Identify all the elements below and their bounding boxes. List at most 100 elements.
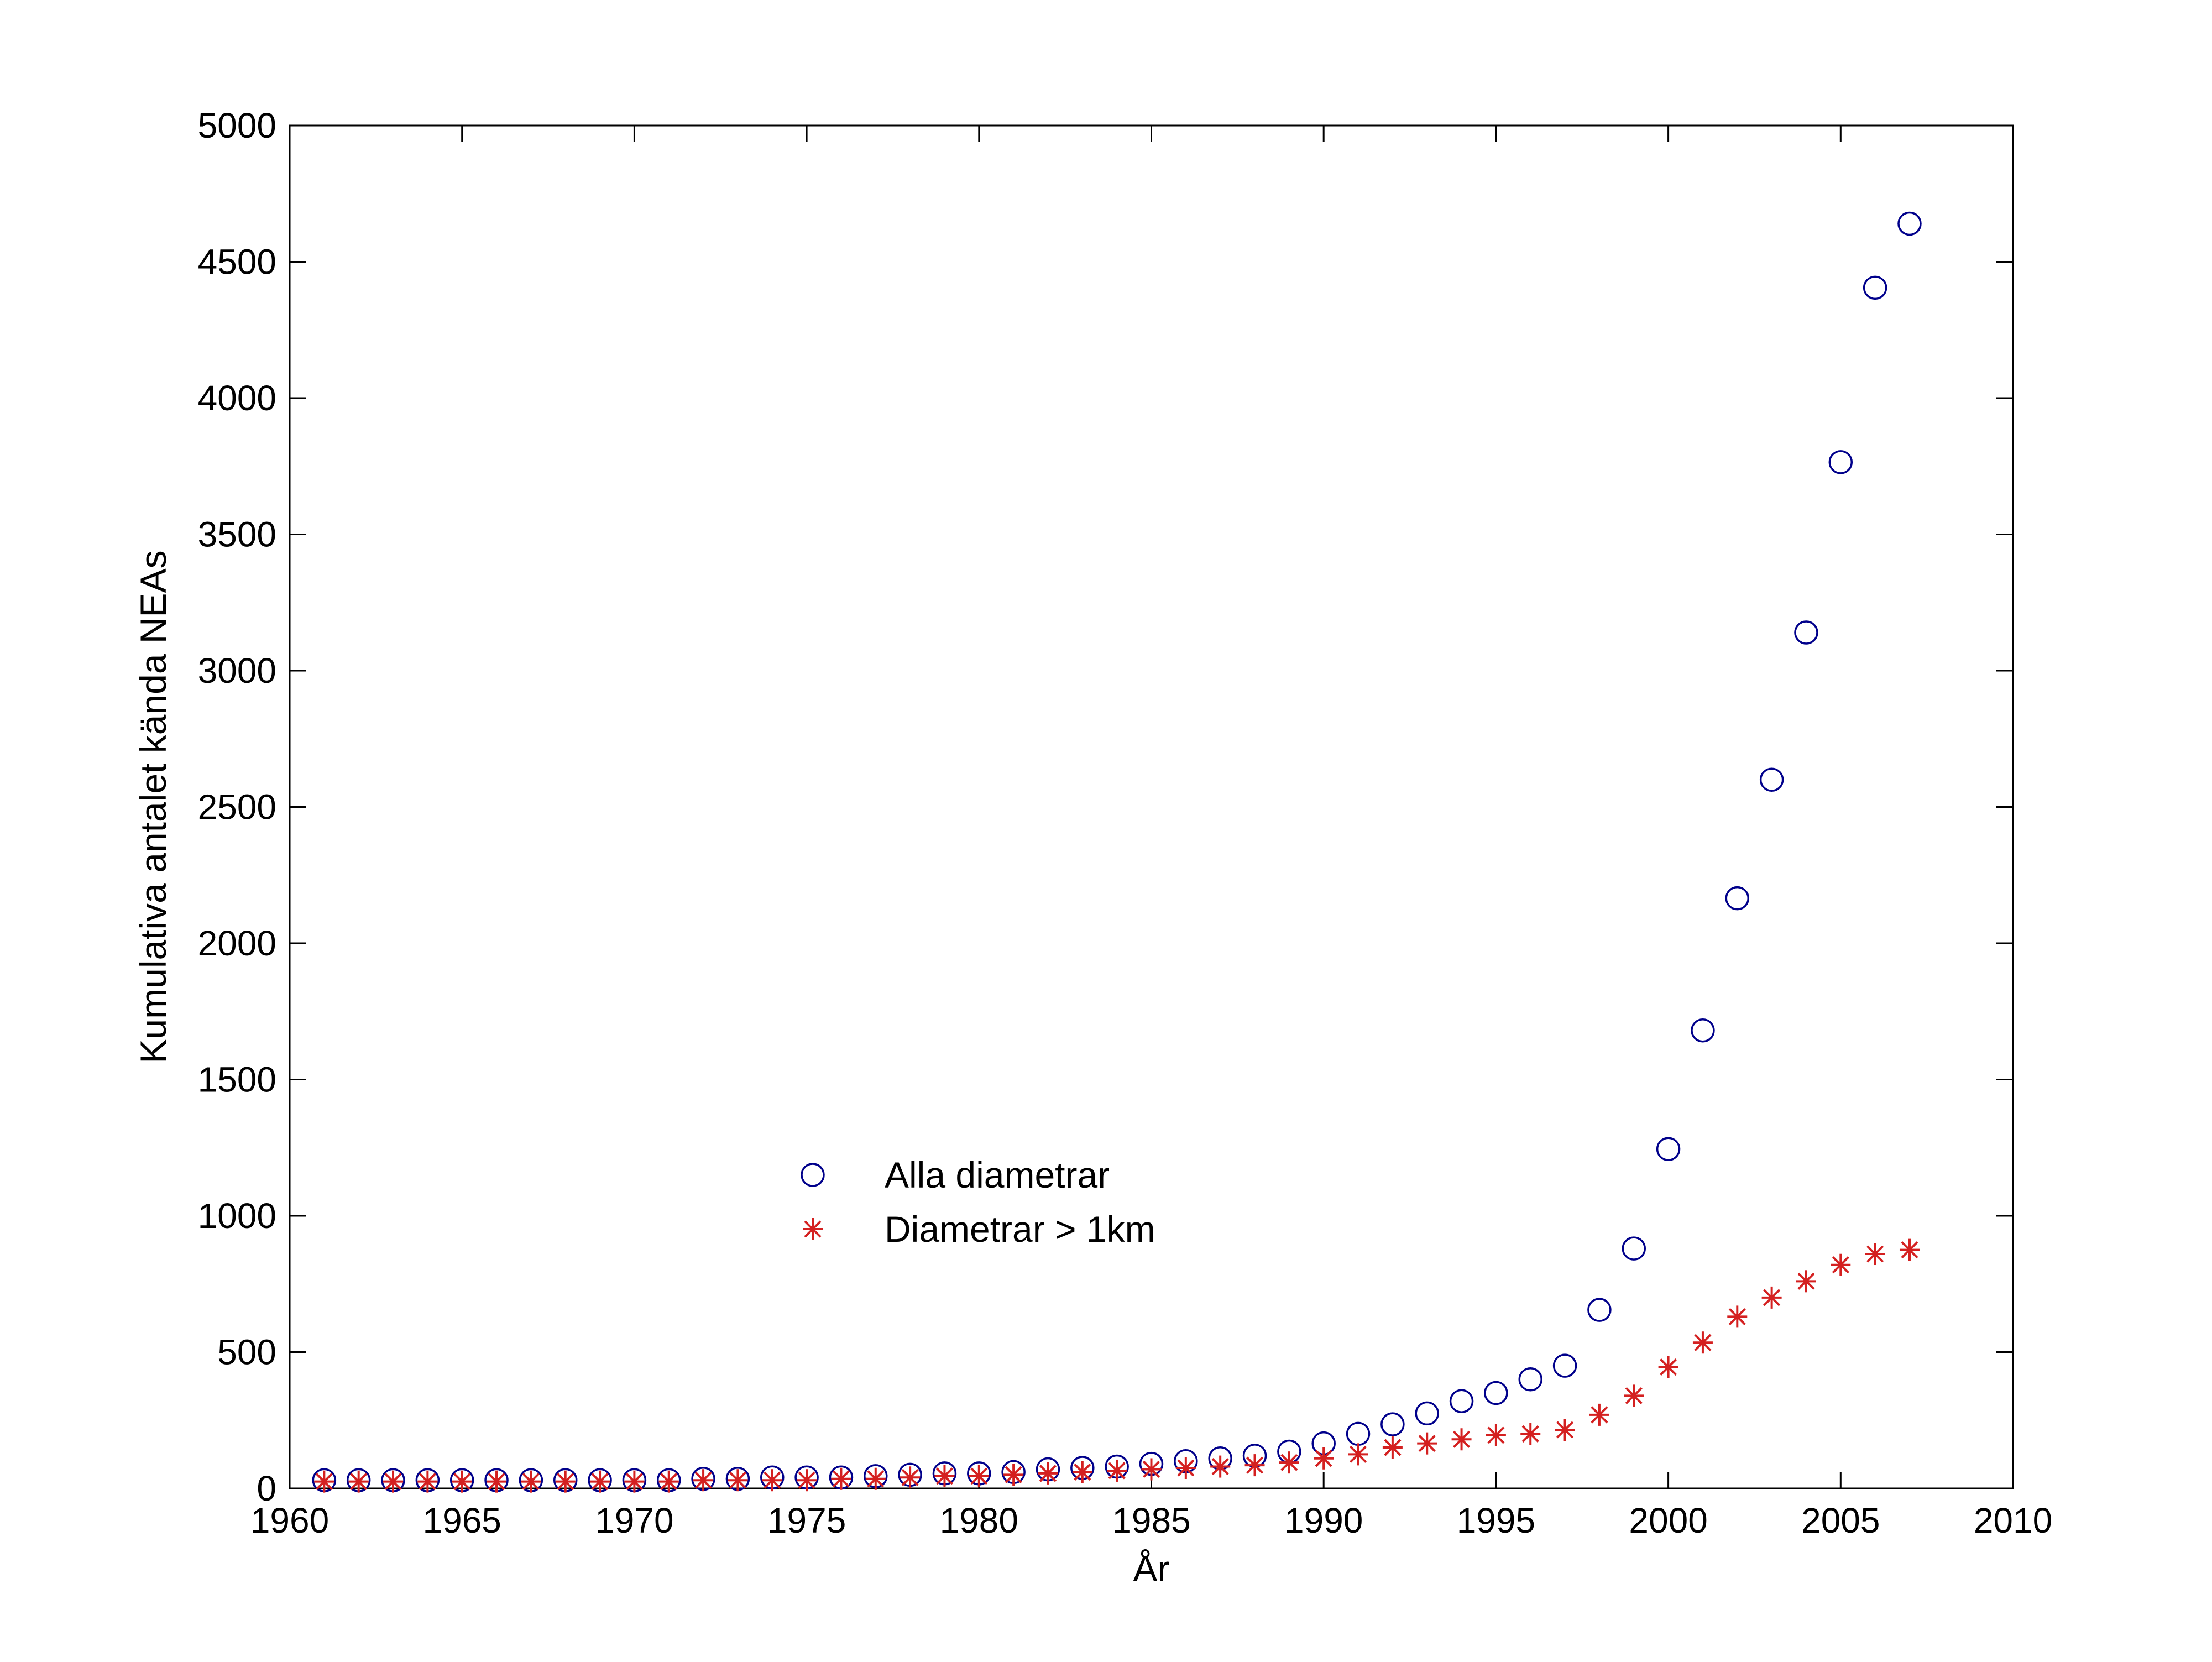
data-point-asterisk	[1589, 1403, 1609, 1426]
x-tick-label: 1985	[1112, 1501, 1190, 1540]
data-point-asterisk	[831, 1467, 851, 1490]
data-point-asterisk	[452, 1470, 472, 1493]
legend-marker-asterisk	[803, 1218, 823, 1240]
data-point-asterisk	[865, 1467, 886, 1490]
data-point-asterisk	[1658, 1356, 1678, 1378]
data-point-asterisk	[1761, 1286, 1782, 1309]
y-tick-label: 2000	[198, 923, 276, 963]
y-axis-label: Kumulativa antalet kända NEAs	[133, 550, 174, 1063]
data-point-circle	[1552, 1353, 1577, 1378]
plot-frame	[289, 124, 2014, 1489]
data-point-asterisk	[348, 1470, 369, 1493]
legend: Alla diametrar Diametrar > 1km	[801, 1154, 1155, 1250]
y-tick-label: 1500	[198, 1060, 276, 1100]
axis-ticks: 1960 1965 1970 1975 1980 1985 1990 1995 2000 2005…	[198, 106, 2053, 1540]
legend-item-large-diameters: Diametrar > 1km	[803, 1209, 1155, 1250]
y-tick-label: 0	[257, 1468, 276, 1508]
data-point-circle	[1863, 275, 1887, 300]
y-tick-label: 5000	[198, 106, 276, 145]
data-point-circle	[1346, 1421, 1371, 1446]
data-point-asterisk	[624, 1470, 645, 1493]
series-all-diameters	[312, 211, 1922, 1492]
legend-marker-circle	[801, 1163, 825, 1187]
x-tick-label: 1975	[767, 1501, 846, 1540]
x-tick-label: 2000	[1629, 1501, 1707, 1540]
x-tick-label: 1970	[595, 1501, 673, 1540]
data-point-asterisk	[1141, 1458, 1162, 1481]
data-point-circle	[1691, 1018, 1715, 1043]
legend-circle-shape	[801, 1163, 825, 1187]
data-point-circle	[1897, 211, 1922, 236]
plot-area-border	[289, 124, 2014, 1489]
data-point-asterisk	[1831, 1253, 1851, 1276]
data-point-asterisk	[658, 1470, 679, 1493]
data-point-asterisk	[1865, 1243, 1885, 1266]
data-point-asterisk	[1244, 1454, 1265, 1477]
data-point-asterisk	[969, 1465, 989, 1487]
data-point-asterisk	[521, 1470, 541, 1493]
data-point-asterisk	[1210, 1455, 1231, 1478]
data-point-circle	[1622, 1236, 1646, 1261]
data-point-asterisk	[314, 1470, 334, 1493]
y-tick-label: 2500	[198, 787, 276, 827]
data-point-asterisk	[1692, 1331, 1713, 1354]
data-point-asterisk	[1417, 1432, 1437, 1455]
series-large-diameters	[314, 1238, 1920, 1493]
data-point-asterisk	[1038, 1462, 1058, 1485]
data-point-asterisk	[1796, 1270, 1816, 1293]
legend-label-large-diameters: Diametrar > 1km	[885, 1209, 1155, 1250]
data-point-circle	[1656, 1137, 1681, 1161]
data-point-asterisk	[1899, 1238, 1920, 1261]
data-point-asterisk	[417, 1470, 438, 1493]
y-tick-label: 3000	[198, 651, 276, 691]
data-point-asterisk	[1520, 1423, 1541, 1445]
x-tick-label: 1995	[1457, 1501, 1535, 1540]
data-point-circle	[1794, 620, 1818, 645]
y-tick-label: 500	[217, 1332, 276, 1372]
data-marks	[312, 211, 1922, 1493]
x-tick-label: 1980	[940, 1501, 1018, 1540]
data-point-asterisk	[1486, 1424, 1506, 1446]
data-point-circle	[1518, 1367, 1542, 1392]
data-point-asterisk	[555, 1470, 576, 1493]
y-tick-label: 4500	[198, 242, 276, 282]
x-tick-label: 1990	[1284, 1501, 1363, 1540]
data-point-asterisk	[1624, 1384, 1644, 1407]
data-point-asterisk	[1382, 1436, 1403, 1459]
x-axis-label: År	[1133, 1548, 1170, 1589]
data-point-circle	[1449, 1389, 1474, 1413]
data-point-circle	[1828, 450, 1853, 474]
data-point-asterisk	[693, 1469, 714, 1492]
x-tick-label: 2010	[1974, 1501, 2052, 1540]
data-point-circle	[1725, 886, 1750, 911]
y-tick-label: 1000	[198, 1196, 276, 1236]
legend-asterisk-shape	[803, 1218, 823, 1240]
data-point-asterisk	[1279, 1451, 1299, 1474]
data-point-asterisk	[728, 1469, 748, 1492]
data-point-asterisk	[1555, 1419, 1575, 1441]
data-point-asterisk	[1107, 1459, 1127, 1482]
x-tick-label: 2005	[1801, 1501, 1880, 1540]
data-point-asterisk	[900, 1466, 921, 1489]
data-point-asterisk	[1175, 1457, 1196, 1480]
y-tick-label: 4000	[198, 378, 276, 418]
data-point-asterisk	[797, 1469, 817, 1492]
legend-item-all-diameters: Alla diametrar	[801, 1154, 1110, 1195]
data-point-asterisk	[1003, 1464, 1024, 1486]
data-point-circle	[1587, 1298, 1612, 1322]
data-point-circle	[1380, 1412, 1405, 1436]
data-point-asterisk	[590, 1470, 610, 1493]
data-point-circle	[1415, 1401, 1439, 1426]
data-point-asterisk	[1072, 1461, 1092, 1483]
data-point-asterisk	[1727, 1305, 1748, 1328]
data-point-asterisk	[487, 1470, 507, 1493]
x-tick-label: 1960	[250, 1501, 329, 1540]
legend-label-all-diameters: Alla diametrar	[885, 1154, 1110, 1195]
data-point-circle	[1484, 1381, 1508, 1405]
x-tick-label: 1965	[423, 1501, 501, 1540]
data-point-asterisk	[762, 1469, 782, 1492]
data-point-asterisk	[934, 1465, 955, 1487]
data-point-asterisk	[1314, 1447, 1334, 1470]
